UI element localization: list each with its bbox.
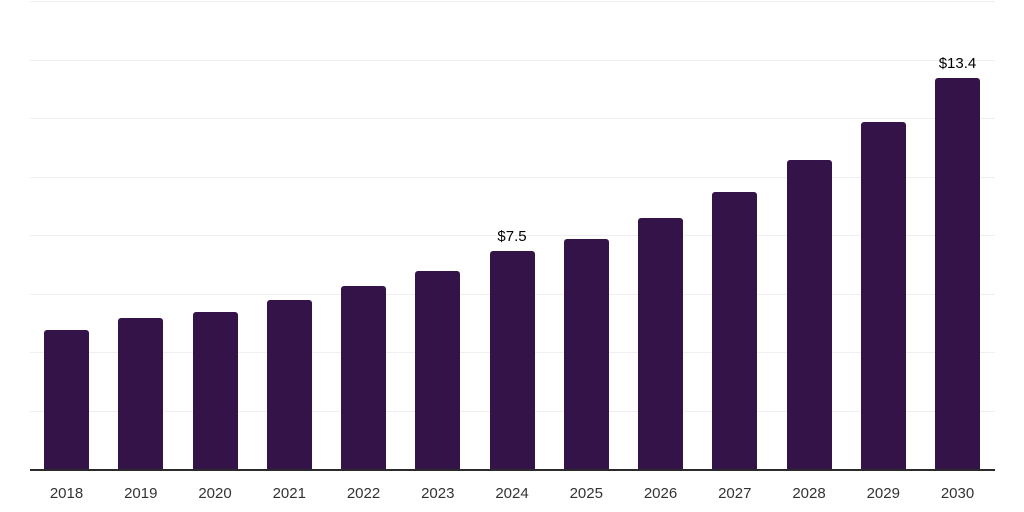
- gridline: [30, 176, 995, 178]
- bar-2020: [192, 312, 238, 470]
- bar-data-label-2030: $13.4: [938, 55, 977, 72]
- x-tick-label-2021: 2021: [272, 485, 306, 502]
- x-tick-label-2019: 2019: [124, 485, 158, 502]
- gridline: [30, 118, 995, 119]
- x-tick-label-2025: 2025: [569, 485, 603, 502]
- gridline: [30, 59, 995, 61]
- x-tick-label-2023: 2023: [421, 485, 455, 502]
- bar-2029: [860, 122, 906, 470]
- bar-2018: [44, 330, 89, 470]
- bar-2028: [786, 160, 832, 470]
- x-tick-label-2022: 2022: [346, 485, 381, 502]
- gridline: [30, 1, 995, 2]
- bar-2027: [712, 192, 758, 470]
- x-tick-label-2026: 2026: [643, 485, 678, 502]
- bar-2022: [341, 286, 386, 470]
- x-tick-label-2029: 2029: [866, 485, 900, 502]
- x-tick-label-2028: 2028: [792, 485, 826, 502]
- x-tick-label-2024: 2024: [495, 485, 529, 502]
- x-tick-label-2020: 2020: [198, 485, 232, 502]
- x-axis-line: [30, 469, 995, 471]
- plot-area: $7.5 $13.4: [30, 0, 995, 470]
- x-tick-label-2030: 2030: [940, 485, 975, 502]
- bar-2021: [266, 300, 312, 470]
- bar-2030: [935, 78, 980, 470]
- bar-2026: [638, 218, 683, 470]
- bar-2023: [415, 271, 461, 470]
- bar-data-label-2024: $7.5: [497, 228, 527, 245]
- gridline: [30, 235, 995, 236]
- bar-2024: [489, 251, 535, 470]
- bar-2025: [563, 239, 609, 470]
- bar-2019: [118, 318, 164, 470]
- x-tick-label-2018: 2018: [49, 485, 84, 502]
- x-tick-label-2027: 2027: [718, 485, 752, 502]
